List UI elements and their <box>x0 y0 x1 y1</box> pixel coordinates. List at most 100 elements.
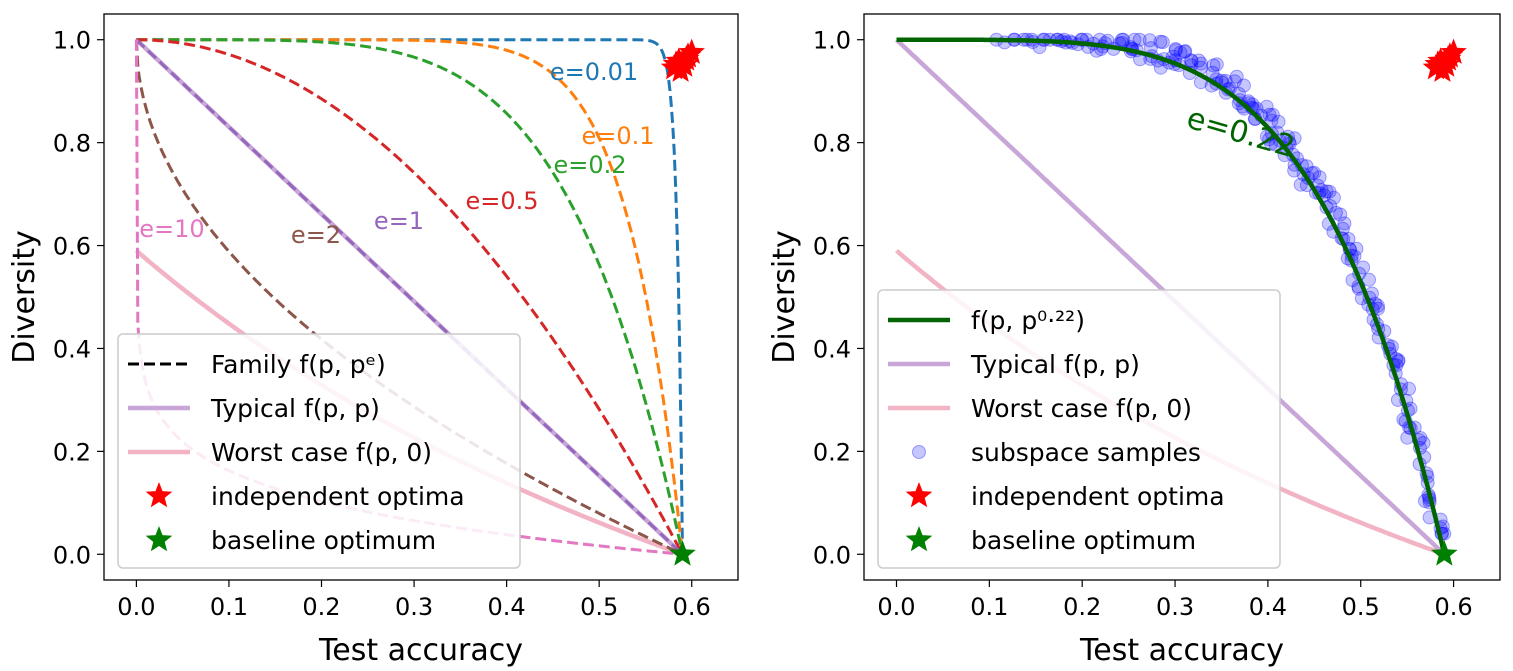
right-subspace-sample <box>1322 184 1337 199</box>
right-subspace-sample <box>1326 190 1341 205</box>
right-subspace-sample <box>1168 42 1183 56</box>
right-subspace-sample <box>1218 74 1233 88</box>
left-independent-optimum-star <box>678 38 705 64</box>
left-legend-label: baseline optimum <box>211 526 436 555</box>
left-family-line-e=0.5 <box>136 38 684 556</box>
right-y-tick-label: 0.0 <box>813 541 851 569</box>
left-legend-label: Typical f(p, p) <box>210 394 380 423</box>
right-subspace-sample <box>1116 32 1131 47</box>
right-x-tick-label: 0.0 <box>877 593 915 621</box>
right-x-tick-label: 0.3 <box>1156 593 1194 621</box>
right-independent-optimum-star <box>1434 45 1462 71</box>
left-legend-handle <box>145 482 173 508</box>
right-ticks: 0.0 0.1 0.2 0.3 0.4 0.5 0.6 0.0 0.2 0.4 0.6 0.8 1.0 <box>813 27 1473 621</box>
right-legend-frame <box>877 289 1281 569</box>
right-subspace-sample <box>1333 207 1348 222</box>
left-curve-label-e=0.5: e=0.5 <box>465 187 538 215</box>
left-independent-optimum-star <box>672 45 700 71</box>
left-y-axis-label: Diversity <box>7 230 42 363</box>
right-subspace-sample <box>1271 114 1286 129</box>
left-legend-label: Family f(p, pᵉ) <box>211 350 386 379</box>
right-x-tick-label: 0.4 <box>1249 593 1287 621</box>
left-y-tick-label: 1.0 <box>53 27 91 55</box>
left-legend-label: independent optima <box>211 482 465 511</box>
right-subspace-sample <box>1265 107 1280 122</box>
left-curve-label-e=0.01: e=0.01 <box>550 58 638 86</box>
left-y-tick-label: 0.6 <box>53 233 91 261</box>
right-y-tick-label: 0.2 <box>813 438 851 466</box>
right-subspace-sample <box>1194 56 1208 71</box>
right-subspace-sample <box>1127 32 1142 47</box>
right-subspace-sample <box>1209 57 1224 72</box>
right-subspace-sample <box>1307 165 1322 180</box>
right-x-tick-label: 0.1 <box>970 593 1008 621</box>
right-subspace-sample <box>1362 272 1376 287</box>
left-curve-label-e=2: e=2 <box>291 221 341 249</box>
left-curve-label-e=10: e=10 <box>139 215 204 243</box>
left-markers <box>660 38 705 566</box>
right-x-axis-label: Test accuracy <box>1079 633 1284 668</box>
right-subspace-sample <box>1262 107 1277 122</box>
right-subspace-sample <box>1184 54 1199 69</box>
right-subspace-sample <box>1312 170 1327 185</box>
right-subspace-sample <box>1173 45 1188 60</box>
right-x-tick-label: 0.2 <box>1063 593 1101 621</box>
right-subspace-sample <box>1153 60 1168 75</box>
right-subspace-sample <box>1155 35 1170 50</box>
right-fit-line <box>896 37 1447 555</box>
left-x-tick-label: 0.1 <box>210 593 248 621</box>
left-legend: Family f(p, pᵉ) Typical f(p, p) Worst case… <box>117 333 521 569</box>
left-independent-optimum-star <box>662 50 690 76</box>
right-subspace-sample <box>1264 113 1279 128</box>
right-subspace-sample <box>1402 381 1416 396</box>
right-independent-optimum-star <box>1440 38 1467 64</box>
left-y-tick-label: 0.8 <box>53 130 91 158</box>
left-ticks: 0.0 0.1 0.2 0.3 0.4 0.5 0.6 0.0 0.2 0.4 0.6 0.8 1.0 <box>53 27 711 621</box>
right-legend-label: Worst case f(p, 0) <box>971 394 1192 423</box>
left-y-tick-label: 0.2 <box>53 438 91 466</box>
left-x-tick-label: 0.6 <box>673 593 711 621</box>
right-subspace-sample <box>1293 177 1308 192</box>
right-independent-optimum-star <box>1424 50 1452 76</box>
right-subspace-sample <box>1229 69 1244 84</box>
right-legend: f(p, p⁰·²²) Typical f(p, p) Worst case f(p… <box>877 289 1281 569</box>
left-family-line-e=1 <box>135 38 684 556</box>
right-y-axis-label: Diversity <box>767 230 802 363</box>
right-subspace-sample <box>1168 43 1183 58</box>
left-baseline-optimum-star <box>669 540 696 566</box>
right-y-tick-label: 1.0 <box>813 27 851 55</box>
left-legend-frame <box>117 333 521 569</box>
left-family-line-e=0.2 <box>136 38 684 555</box>
right-subspace-sample <box>1114 32 1129 47</box>
right-subspace-sample <box>1177 44 1192 59</box>
right-y-tick-label: 0.4 <box>813 335 851 363</box>
left-x-axis-label: Test accuracy <box>318 633 523 668</box>
right-legend-handle <box>905 526 933 552</box>
left-curve-label-e=1: e=1 <box>374 207 424 235</box>
right-y-tick-label: 0.6 <box>813 233 851 261</box>
right-legend-label: baseline optimum <box>971 526 1196 555</box>
right-legend-label: f(p, p⁰·²²) <box>971 306 1085 335</box>
right-y-tick-label: 0.8 <box>813 130 851 158</box>
left-x-tick-label: 0.5 <box>580 593 618 621</box>
right-legend-handle <box>905 482 933 508</box>
right-subspace-sample <box>1205 65 1220 80</box>
left-curve-labels: e=0.01 e=0.1e=0.2 e=0.5 e=1 e=2 e=10 <box>139 58 654 249</box>
right-legend-handle <box>912 445 926 459</box>
right-legend-label: Typical f(p, p) <box>970 350 1140 379</box>
right-x-tick-label: 0.6 <box>1434 593 1472 621</box>
left-chart: e=0.01e=0.1e=0.2e=0.5e=1e=2e=10 0.0 0.1 0.… <box>7 13 739 668</box>
left-curve-label-e=0.2: e=0.2 <box>553 151 626 179</box>
right-subspace-sample <box>1319 184 1334 199</box>
right-legend-label: subspace samples <box>971 438 1201 467</box>
left-x-tick-label: 0.2 <box>302 593 340 621</box>
left-legend-handle <box>145 526 173 552</box>
left-axes-frame <box>103 13 739 581</box>
right-baseline-optimum-star <box>1431 540 1458 566</box>
right-axes-frame <box>863 13 1501 581</box>
right-subspace-sample <box>1281 129 1295 144</box>
left-family-line-e=0.1 <box>136 38 684 555</box>
right-legend-label: independent optima <box>971 482 1225 511</box>
right-subspace-sample <box>1337 216 1352 231</box>
